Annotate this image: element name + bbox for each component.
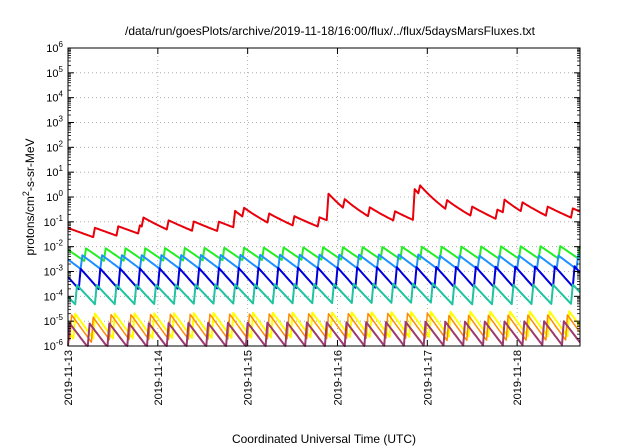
y-tick-label-base: 10 <box>46 167 58 179</box>
x-axis-label: Coordinated Universal Time (UTC) <box>232 432 416 446</box>
series-group <box>67 184 581 347</box>
y-tick-label: 104 <box>46 90 63 105</box>
y-tick-label-base: 10 <box>44 267 56 279</box>
y-tick-label: 10-3 <box>44 264 64 279</box>
y-tick-label-sup: -4 <box>56 288 64 297</box>
y-axis-label-sup: 2 <box>21 191 31 196</box>
x-tick-label: 2019-11-13 <box>63 350 75 405</box>
series-line <box>67 320 581 347</box>
y-tick-label: 10-2 <box>44 239 64 254</box>
y-tick-label-base: 10 <box>44 291 56 303</box>
y-tick-label-base: 10 <box>46 192 58 204</box>
y-tick-label-sup: -1 <box>56 214 64 223</box>
y-tick-label-sup: 3 <box>59 115 64 124</box>
y-tick-label-base: 10 <box>46 43 58 55</box>
y-tick-label: 10-1 <box>44 214 64 229</box>
y-tick-label-base: 10 <box>46 118 58 130</box>
y-tick-label-base: 10 <box>44 242 56 254</box>
y-tick-label: 101 <box>46 164 63 179</box>
y-tick-label-sup: 1 <box>59 164 64 173</box>
x-tick-label: 2019-11-16 <box>332 350 344 405</box>
y-tick-label-sup: -3 <box>56 264 64 273</box>
y-tick-label-sup: 2 <box>59 139 64 148</box>
y-tick-label-sup: -6 <box>56 338 64 347</box>
y-axis-label-rest: -s-sr-MeV <box>23 138 37 191</box>
grid <box>68 48 580 346</box>
series-line <box>67 184 581 239</box>
y-tick-label: 103 <box>46 115 63 130</box>
y-tick-label-sup: 4 <box>59 90 64 99</box>
series-line <box>67 282 581 306</box>
x-tick-label: 2019-11-17 <box>422 350 434 405</box>
y-tick-label-sup: -2 <box>56 239 64 248</box>
y-tick-label: 100 <box>46 189 63 204</box>
y-axis-label: protons/cm2-s-sr-MeV <box>21 138 37 255</box>
y-tick-label-base: 10 <box>46 93 58 105</box>
x-tick-label: 2019-11-18 <box>512 350 524 405</box>
y-tick-label: 10-6 <box>44 338 64 353</box>
x-tick-label: 2019-11-14 <box>153 350 165 405</box>
ticks: 10-610-510-410-310-210-11001011021031041… <box>44 40 580 405</box>
y-tick-label: 102 <box>46 139 63 154</box>
y-tick-label-sup: 5 <box>59 65 64 74</box>
series-line <box>67 310 581 340</box>
y-tick-label-sup: 6 <box>59 40 64 49</box>
y-tick-label-base: 10 <box>46 68 58 80</box>
y-tick-label-base: 10 <box>44 217 56 229</box>
series-line <box>67 245 581 262</box>
y-tick-label-base: 10 <box>44 316 56 328</box>
y-tick-label: 10-5 <box>44 313 64 328</box>
x-tick-label: 2019-11-15 <box>243 350 255 405</box>
y-tick-label-base: 10 <box>46 142 58 154</box>
y-axis-label-base: protons/cm <box>23 196 37 255</box>
y-tick-label-sup: -5 <box>56 313 64 322</box>
series-line <box>67 265 581 291</box>
chart-title: /data/run/goesPlots/archive/2019-11-18/1… <box>125 24 536 38</box>
y-tick-label-sup: 0 <box>59 189 64 198</box>
y-tick-label: 106 <box>46 40 63 55</box>
series-line <box>67 312 581 343</box>
y-tick-label: 10-4 <box>44 288 64 303</box>
y-tick-label: 105 <box>46 65 63 80</box>
y-tick-label-base: 10 <box>44 341 56 353</box>
